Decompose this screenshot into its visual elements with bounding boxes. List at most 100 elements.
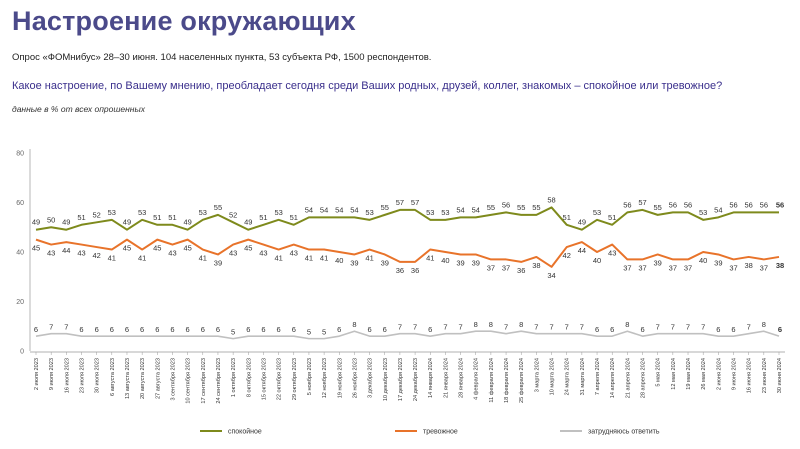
page-title: Настроение окружающих [12,6,356,36]
data-label: 55 [381,203,389,212]
x-tick-label: 16 июня 2024 [747,358,753,393]
data-label: 7 [534,323,538,332]
data-label: 6 [34,325,38,334]
data-label: 55 [487,203,495,212]
data-label: 37 [487,263,495,272]
data-label: 6 [337,325,341,334]
data-label: 6 [79,325,83,334]
data-label: 52 [229,210,237,219]
data-label: 5 [322,328,326,337]
data-label: 53 [441,208,449,217]
data-label: 43 [77,249,85,258]
x-tick-label: 12 ноября 2023 [322,358,328,398]
x-tick-label: 17 декабря 2023 [398,358,404,401]
data-label: 7 [671,323,675,332]
data-label: 53 [108,208,116,217]
data-label: 41 [305,254,313,263]
data-label: 51 [563,213,571,222]
x-tick-label: 6 августа 2023 [110,358,116,396]
data-label: 37 [669,263,677,272]
data-label: 6 [140,325,144,334]
data-label: 6 [428,325,432,334]
y-tick-label: 60 [16,200,24,207]
data-label: 6 [261,325,265,334]
data-label: 39 [714,258,722,267]
data-label: 7 [565,323,569,332]
x-tick-label: 26 мая 2024 [701,358,707,390]
data-label: 6 [383,325,387,334]
data-label: 6 [368,325,372,334]
x-tick-label: 24 марта 2024 [565,358,571,395]
data-label: 38 [776,261,784,270]
x-tick-label: 18 февраля 2024 [504,358,510,403]
data-label: 54 [320,205,328,214]
data-label: 6 [716,325,720,334]
x-tick-label: 14 апреля 2024 [610,358,616,398]
y-tick-label: 20 [16,299,24,306]
data-label: 43 [608,249,616,258]
data-label: 51 [168,213,176,222]
data-label: 42 [563,251,571,260]
data-label: 8 [625,320,629,329]
x-tick-label: 2 июля 2023 [34,358,40,390]
x-tick-label: 24 декабря 2023 [413,358,419,401]
data-label: 49 [32,218,40,227]
data-label: 53 [138,208,146,217]
data-label: 7 [398,323,402,332]
x-tick-label: 3 марта 2024 [534,358,540,392]
data-label: 50 [47,215,55,224]
data-label: 6 [595,325,599,334]
data-label: 56 [745,200,753,209]
data-label: 51 [259,213,267,222]
data-label: 6 [186,325,190,334]
x-tick-label: 3 сентября 2023 [170,358,176,401]
x-tick-label: 5 ноября 2023 [307,358,313,395]
y-tick-label: 80 [16,151,24,158]
data-label: 6 [216,325,220,334]
data-label: 40 [593,256,601,265]
data-label: 6 [610,325,614,334]
data-label: 44 [62,246,70,255]
data-label: 43 [259,249,267,258]
x-tick-label: 21 января 2024 [443,358,449,398]
x-tick-label: 28 апреля 2024 [641,358,647,398]
x-tick-label: 19 мая 2024 [686,358,692,390]
data-label: 57 [638,198,646,207]
data-label: 40 [441,256,449,265]
data-label: 57 [411,198,419,207]
data-label: 53 [426,208,434,217]
data-label: 58 [547,195,555,204]
data-label: 56 [684,200,692,209]
legend-label-3: затрудняюсь ответить [588,429,660,436]
data-label: 7 [656,323,660,332]
data-label: 39 [472,258,480,267]
data-label: 54 [350,205,358,214]
x-tick-label: 8 октября 2023 [246,358,252,397]
x-tick-label: 10 сентября 2023 [186,358,192,404]
data-label: 43 [47,249,55,258]
data-label: 54 [472,205,480,214]
data-label: 5 [231,328,235,337]
series-line-2 [35,238,780,268]
x-tick-label: 7 апреля 2024 [595,358,601,395]
data-label: 55 [654,203,662,212]
data-label: 6 [246,325,250,334]
data-label: 37 [638,263,646,272]
data-label: 7 [549,323,553,332]
x-tick-label: 12 мая 2024 [671,358,677,390]
data-label: 38 [532,261,540,270]
x-tick-label: 19 ноября 2023 [337,358,343,398]
data-label: 6 [125,325,129,334]
data-label: 54 [335,205,343,214]
data-label: 49 [62,218,70,227]
x-tick-label: 29 октября 2023 [292,358,298,400]
data-label: 40 [335,256,343,265]
data-label: 7 [413,323,417,332]
data-label: 37 [760,263,768,272]
data-label: 41 [274,254,282,263]
data-label: 37 [684,263,692,272]
data-label: 6 [640,325,644,334]
x-tick-label: 10 декабря 2023 [383,358,389,401]
x-tick-label: 28 января 2024 [459,358,465,398]
